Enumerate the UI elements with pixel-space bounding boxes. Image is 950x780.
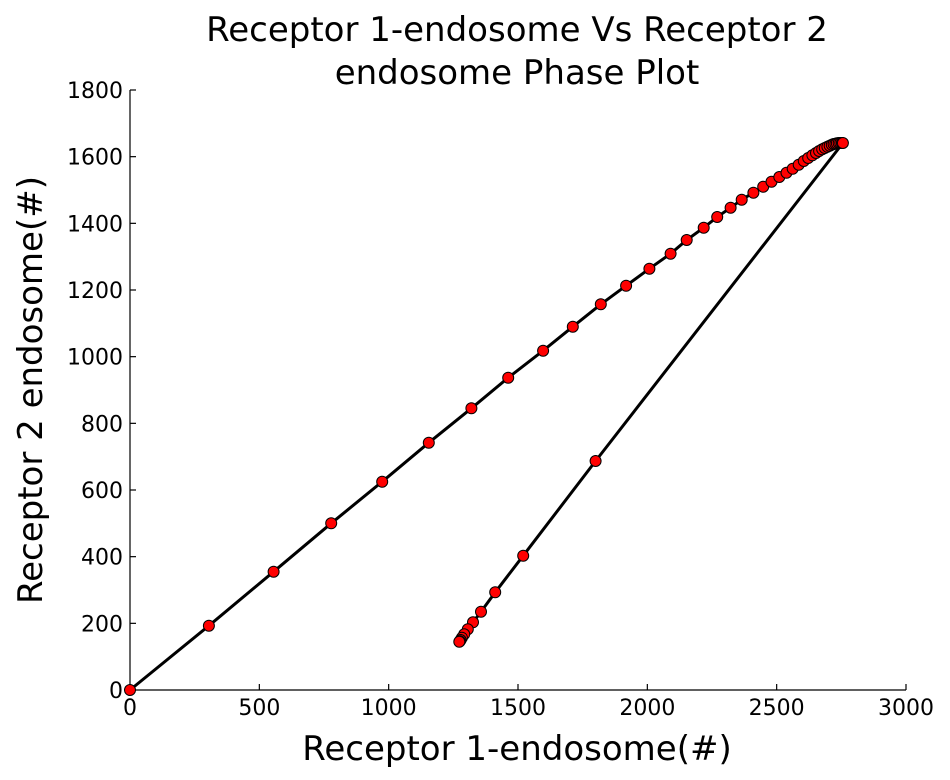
x-tick-label: 0 [123, 696, 137, 721]
data-point [620, 279, 633, 292]
plot-area [124, 137, 849, 696]
x-tick-label: 500 [238, 696, 280, 721]
data-point [566, 320, 579, 333]
data-point [537, 344, 550, 357]
data-point [735, 193, 748, 206]
data-point [376, 475, 389, 488]
data-point [465, 402, 478, 415]
x-tick-label: 1000 [361, 696, 417, 721]
y-axis-label: Receptor 2 endosome(#) [11, 176, 51, 604]
x-tick-label: 3000 [878, 696, 934, 721]
data-point [747, 186, 760, 199]
data-point [422, 436, 435, 449]
data-point [711, 211, 724, 223]
series-line [129, 141, 845, 692]
y-ticks: 0 200 400 600 800 1000 1200 1400 1600 1800 [67, 79, 136, 704]
data-point [475, 605, 487, 618]
data-point [325, 517, 338, 530]
data-point [517, 549, 530, 562]
x-tick-label: 2000 [619, 696, 675, 721]
y-tick-label: 200 [81, 612, 123, 637]
y-tick-label: 800 [81, 412, 123, 437]
y-tick-label: 1200 [67, 279, 123, 304]
data-point [489, 586, 502, 599]
chart-title-line-1: Receptor 1-endosome Vs Receptor 2 [206, 10, 828, 50]
x-ticks: 0 500 1000 1500 2000 2500 3000 [123, 684, 934, 721]
data-point [202, 619, 215, 632]
y-tick-label: 400 [81, 546, 123, 571]
data-point [267, 565, 280, 578]
y-tick-label: 600 [81, 479, 123, 504]
data-point [724, 201, 737, 214]
chart-title-line-2: endosome Phase Plot [335, 53, 700, 93]
y-tick-label: 0 [109, 679, 123, 704]
y-tick-label: 1800 [67, 79, 123, 104]
data-point [124, 684, 136, 696]
x-tick-label: 1500 [490, 696, 546, 721]
data-point [680, 234, 693, 246]
y-tick-label: 1000 [67, 346, 123, 371]
data-point [589, 455, 602, 467]
data-point [502, 371, 515, 384]
data-point [453, 635, 466, 648]
data-point [697, 221, 710, 234]
data-point [643, 262, 656, 275]
data-point [594, 298, 607, 311]
x-axis-label: Receptor 1-endosome(#) [302, 729, 731, 769]
data-point [664, 247, 677, 260]
y-tick-label: 1600 [67, 146, 123, 171]
data-point [836, 137, 849, 149]
x-tick-label: 2500 [749, 696, 805, 721]
y-tick-label: 1400 [67, 212, 123, 237]
axes [129, 90, 906, 691]
